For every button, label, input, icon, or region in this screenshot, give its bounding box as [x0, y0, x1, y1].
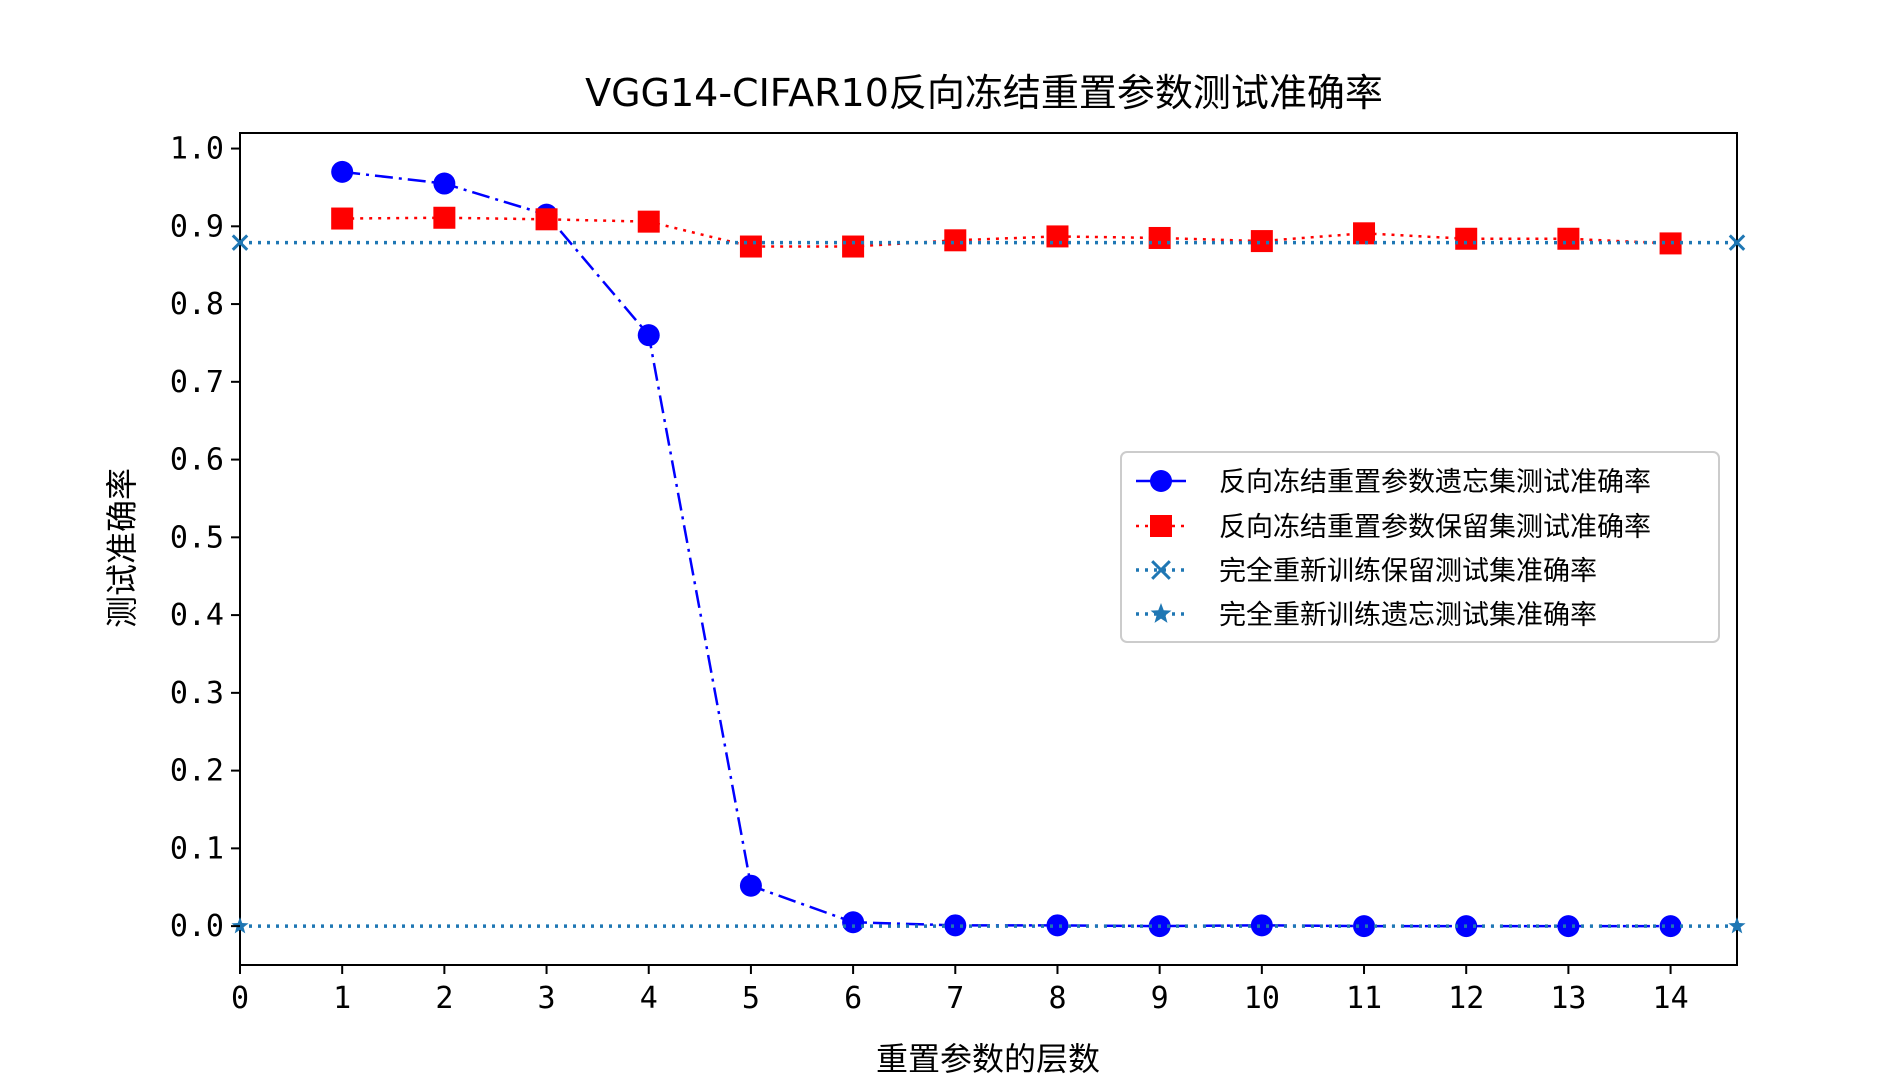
data-point: [433, 172, 456, 195]
data-point: [433, 206, 456, 229]
y-tick-label: 0.6: [170, 443, 224, 478]
y-tick-label: 0.0: [170, 909, 224, 944]
x-axis: 0 1 2 3 4 5 6 7 8 9 10 11 12 13 14: [231, 965, 1689, 1016]
plot-frame: [239, 132, 1738, 966]
legend-label: 完全重新训练遗忘测试集准确率: [1219, 600, 1597, 631]
y-tick-label: 0.7: [170, 365, 224, 400]
legend-marker: [1150, 470, 1172, 492]
legend-label: 反向冻结重置参数遗忘集测试准确率: [1219, 467, 1651, 498]
x-tick-label: 6: [844, 981, 862, 1016]
x-tick-label: 7: [946, 981, 964, 1016]
x-tick-label: 2: [435, 981, 453, 1016]
y-axis-label: 测试准确率: [103, 468, 141, 628]
legend-entry: 反向冻结重置参数保留集测试准确率: [1136, 512, 1651, 543]
data-point: [944, 914, 967, 937]
data-point: [739, 235, 762, 258]
data-point: [1728, 234, 1746, 251]
data-point: [1455, 227, 1478, 250]
x-tick-label: 11: [1346, 981, 1382, 1016]
legend-box: [1120, 451, 1720, 643]
data-point: [842, 235, 865, 258]
legend-label: 完全重新训练保留测试集准确率: [1219, 556, 1597, 587]
y-tick-label: 0.8: [170, 287, 224, 322]
data-point: [1659, 232, 1682, 255]
x-tick-label: 9: [1151, 981, 1169, 1016]
data-point: [842, 911, 865, 934]
x-tick-label: 0: [231, 981, 249, 1016]
data-point: [1046, 225, 1069, 248]
data-point: [1250, 914, 1273, 937]
x-tick-label: 1: [333, 981, 351, 1016]
legend-entry: 反向冻结重置参数遗忘集测试准确率: [1136, 467, 1651, 498]
legend-marker: [1150, 515, 1172, 537]
x-axis-label: 重置参数的层数: [876, 1040, 1100, 1078]
data-point: [1353, 222, 1376, 245]
data-point: [1250, 230, 1273, 253]
series-2: [231, 234, 1746, 251]
legend: 反向冻结重置参数遗忘集测试准确率反向冻结重置参数保留集测试准确率完全重新训练保留…: [1120, 451, 1720, 643]
y-tick-label: 0.9: [170, 209, 224, 244]
data-point: [1728, 917, 1746, 934]
legend-marker: [1151, 560, 1171, 580]
data-point: [739, 874, 762, 897]
series-line: [342, 216, 1671, 248]
data-point: [1148, 226, 1171, 249]
data-point: [1353, 915, 1376, 938]
data-point: [637, 210, 660, 233]
data-point: [231, 234, 249, 251]
x-tick-label: 3: [538, 981, 556, 1016]
y-tick-label: 0.1: [170, 831, 224, 866]
x-tick-label: 13: [1550, 981, 1586, 1016]
x-tick-label: 5: [742, 981, 760, 1016]
legend-entries: 反向冻结重置参数遗忘集测试准确率反向冻结重置参数保留集测试准确率完全重新训练保留…: [1136, 467, 1651, 631]
x-tick-label: 10: [1244, 981, 1280, 1016]
y-tick-label: 0.2: [170, 754, 224, 789]
legend-marker: [1150, 603, 1172, 623]
x-tick-label: 8: [1048, 981, 1066, 1016]
y-axis: 0.0 0.1 0.2 0.3 0.4 0.5 0.6 0.7 0.8 0.9 1.0: [170, 132, 240, 944]
data-point: [1557, 227, 1580, 250]
series-0: [331, 160, 1682, 938]
data-point: [944, 229, 967, 252]
series-layer: [231, 160, 1746, 938]
data-point: [1557, 915, 1580, 938]
legend-entry: 完全重新训练遗忘测试集准确率: [1136, 600, 1597, 631]
plot-area: [231, 132, 1746, 966]
data-point: [331, 160, 354, 183]
x-tick-label: 12: [1448, 981, 1484, 1016]
data-point: [331, 207, 354, 230]
y-tick-label: 0.3: [170, 676, 224, 711]
data-point: [535, 208, 558, 231]
x-tick-label: 4: [640, 981, 658, 1016]
y-tick-label: 1.0: [170, 132, 224, 167]
data-point: [1046, 914, 1069, 937]
chart-title: VGG14-CIFAR10反向冻结重置参数测试准确率: [585, 71, 1383, 115]
y-tick-label: 0.5: [170, 520, 224, 555]
data-point: [1659, 915, 1682, 938]
legend-label: 反向冻结重置参数保留集测试准确率: [1219, 512, 1651, 543]
data-point: [637, 324, 660, 347]
legend-entry: 完全重新训练保留测试集准确率: [1136, 556, 1597, 587]
y-tick-label: 0.4: [170, 598, 224, 633]
x-tick-label: 14: [1653, 981, 1689, 1016]
